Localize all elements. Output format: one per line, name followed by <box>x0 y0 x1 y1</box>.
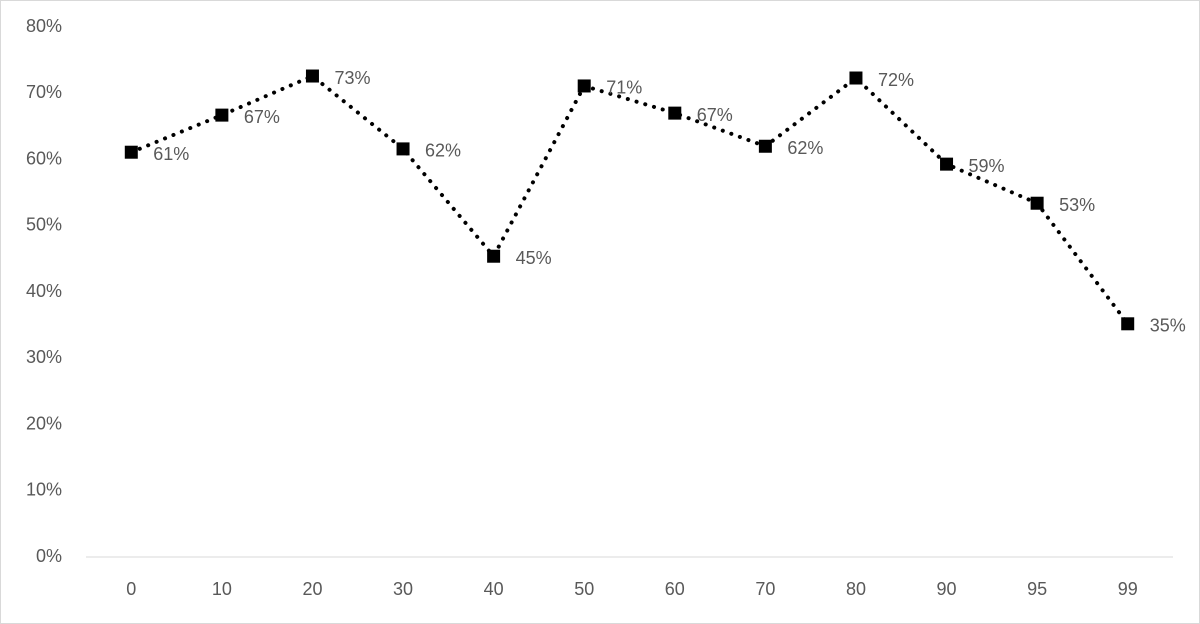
marker <box>124 145 138 159</box>
y-tick-label: 0% <box>36 546 62 566</box>
data-label: 61% <box>153 144 189 164</box>
x-tick-label: 90 <box>937 579 957 599</box>
x-tick-label: 70 <box>755 579 775 599</box>
x-tick-label: 40 <box>484 579 504 599</box>
y-tick-label: 30% <box>26 347 62 367</box>
marker <box>668 106 682 120</box>
marker <box>305 69 319 83</box>
marker <box>487 249 501 263</box>
data-label: 73% <box>334 68 370 88</box>
y-tick-label: 50% <box>26 215 62 235</box>
data-label: 62% <box>787 138 823 158</box>
y-tick-label: 20% <box>26 413 62 433</box>
x-tick-label: 80 <box>846 579 866 599</box>
y-tick-label: 60% <box>26 148 62 168</box>
marker <box>1030 196 1044 210</box>
x-tick-label: 50 <box>574 579 594 599</box>
x-tick-label: 60 <box>665 579 685 599</box>
marker <box>215 108 229 122</box>
data-label: 67% <box>697 105 733 125</box>
x-tick-label: 99 <box>1118 579 1138 599</box>
marker <box>849 71 863 85</box>
marker <box>396 142 410 156</box>
data-label: 45% <box>516 248 552 268</box>
y-tick-label: 10% <box>26 480 62 500</box>
marker <box>1121 317 1135 331</box>
marker <box>577 79 591 93</box>
y-tick-label: 80% <box>26 16 62 36</box>
x-tick-label: 0 <box>126 579 136 599</box>
marker <box>940 157 954 171</box>
x-tick-label: 10 <box>212 579 232 599</box>
data-line <box>129 73 1130 326</box>
data-label: 71% <box>606 78 642 98</box>
x-tick-label: 30 <box>393 579 413 599</box>
data-label: 72% <box>878 70 914 90</box>
data-label: 35% <box>1150 316 1186 336</box>
data-label: 67% <box>244 107 280 127</box>
x-tick-label: 20 <box>302 579 322 599</box>
y-tick-label: 70% <box>26 82 62 102</box>
data-label: 59% <box>969 156 1005 176</box>
marker <box>758 139 772 153</box>
x-tick-label: 95 <box>1027 579 1047 599</box>
y-tick-label: 40% <box>26 281 62 301</box>
data-label: 53% <box>1059 195 1095 215</box>
data-label: 62% <box>425 141 461 161</box>
